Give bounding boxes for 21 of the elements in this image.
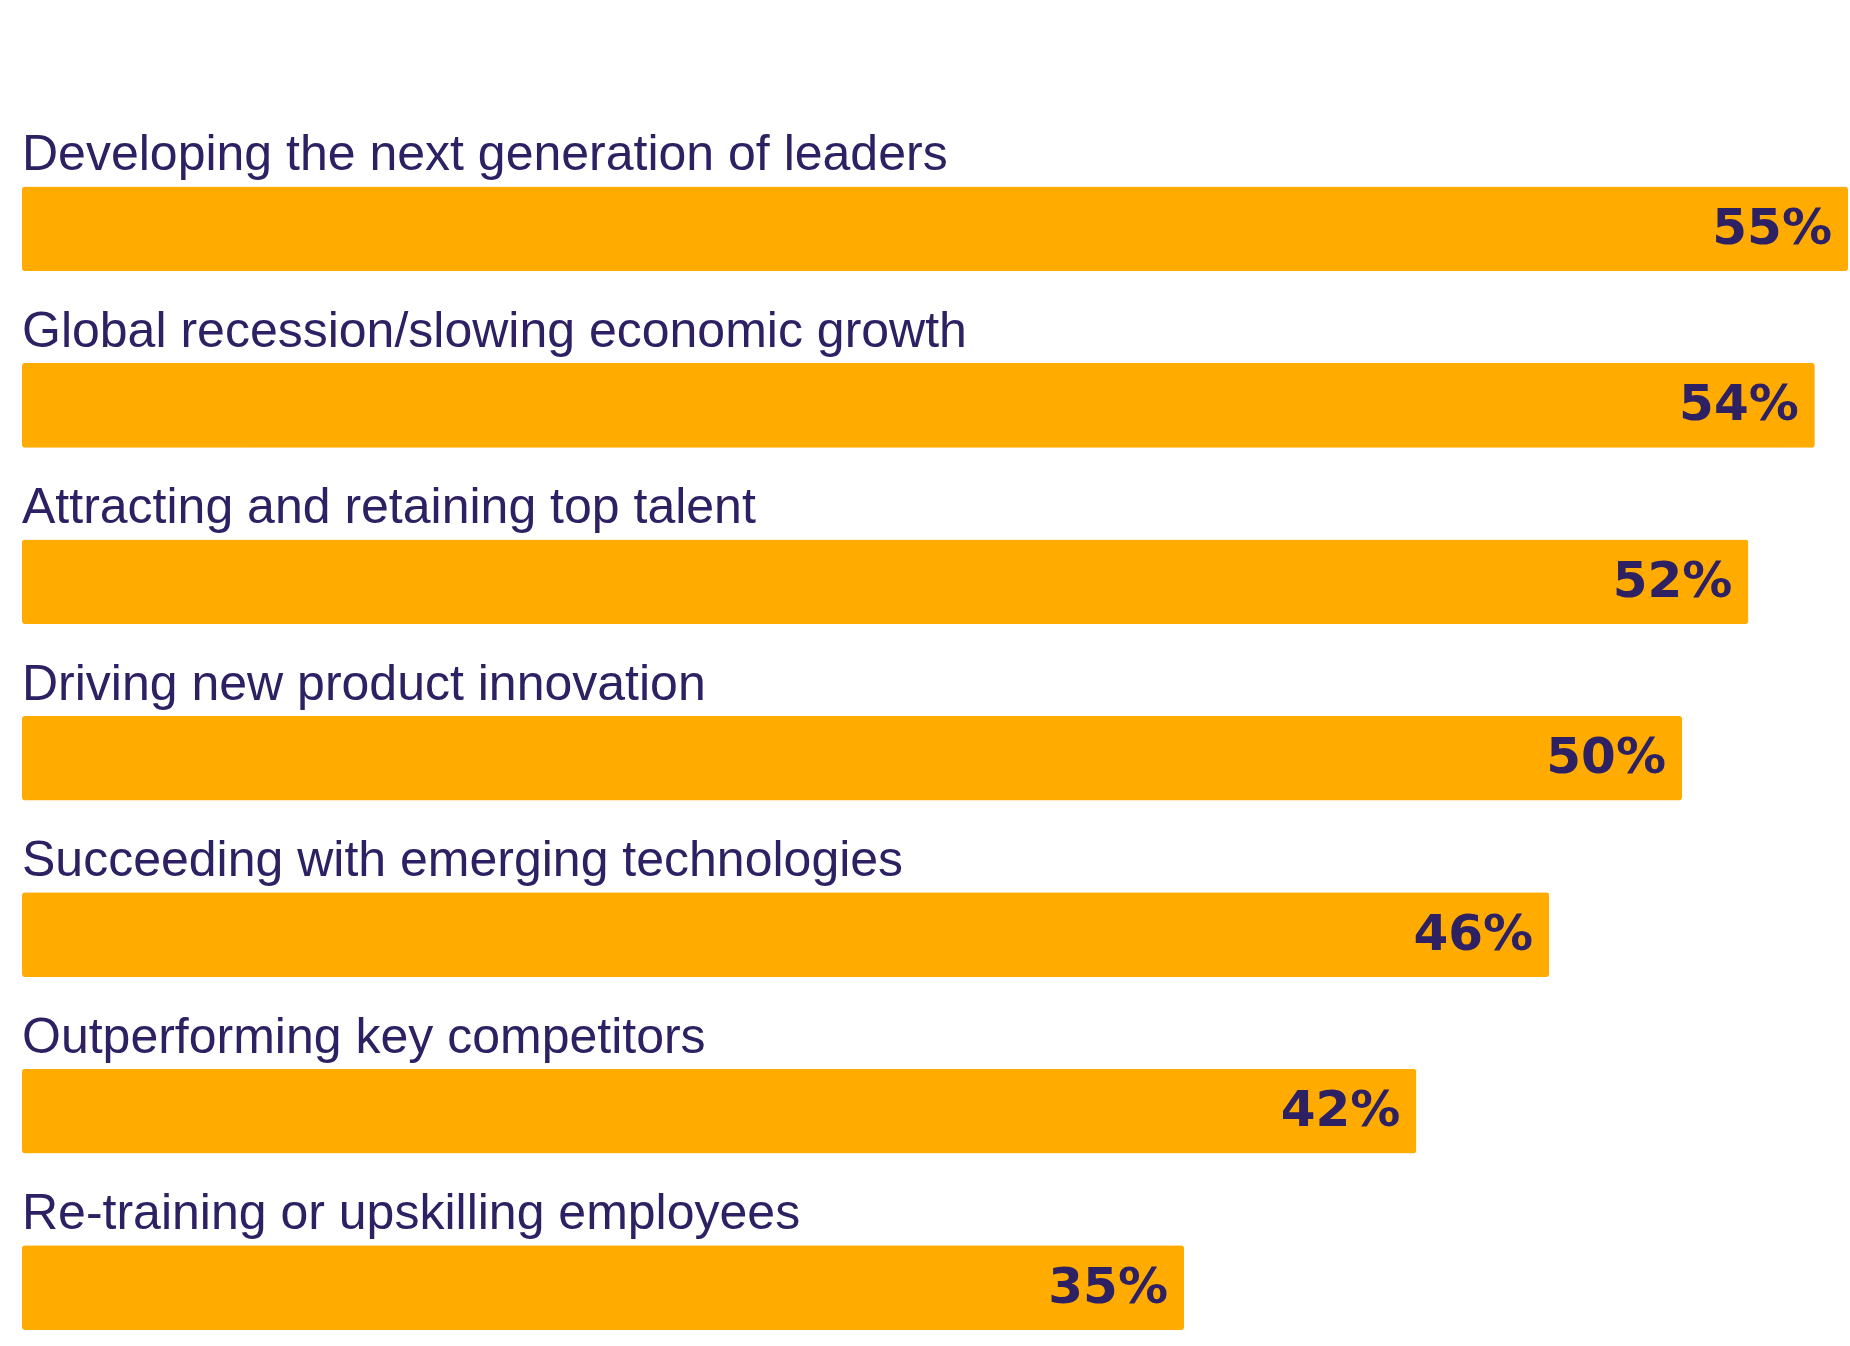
- bar: [22, 186, 1848, 272]
- data-label: 52%: [1612, 550, 1733, 609]
- data-label: 50%: [1546, 727, 1666, 786]
- data-label: 55%: [1712, 197, 1832, 256]
- y-tick-label: Driving new product innovation: [22, 654, 706, 711]
- bar: [22, 892, 1550, 978]
- bar: [22, 715, 1682, 801]
- bar: [22, 1245, 1184, 1330]
- y-tick-label: Global recession/slowing economic growth: [22, 301, 967, 358]
- data-label: 42%: [1280, 1080, 1401, 1139]
- data-label: 46%: [1413, 903, 1534, 962]
- bar: [22, 539, 1749, 625]
- y-tick-label: Outperforming key competitors: [22, 1007, 706, 1064]
- y-tick-label: Succeeding with emerging technologies: [22, 831, 904, 888]
- bar: [22, 362, 1815, 448]
- y-tick-label: Developing the next generation of leaders: [22, 125, 948, 182]
- y-tick-label: Re-training or upskilling employees: [22, 1184, 801, 1241]
- data-label: 35%: [1048, 1256, 1168, 1315]
- bar: [22, 1068, 1417, 1154]
- y-tick-label: Attracting and retaining top talent: [22, 478, 756, 535]
- data-label: 54%: [1679, 374, 1799, 433]
